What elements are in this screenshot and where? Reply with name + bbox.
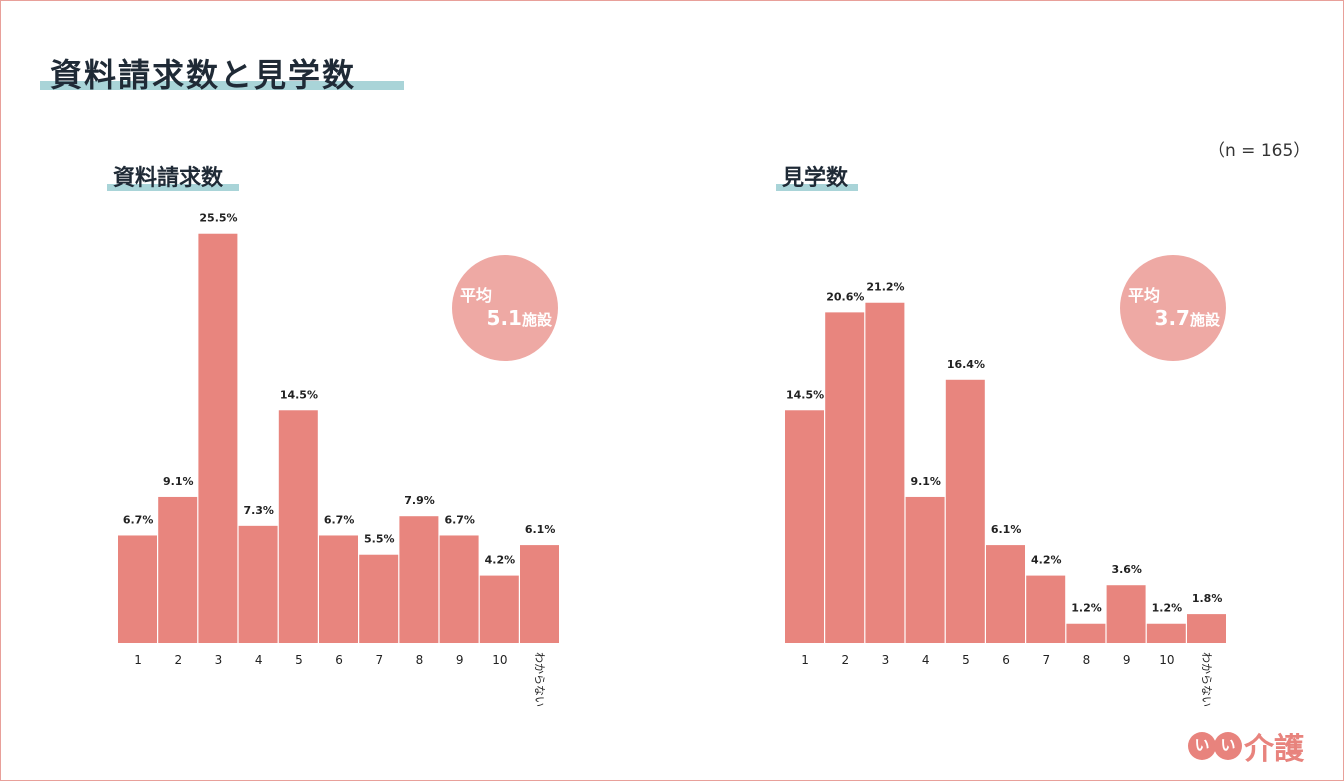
chart-1-bar-5 — [278, 410, 318, 643]
chart-2-value-label-5: 16.4% — [947, 358, 985, 371]
chart-2-tick-label-9: 9 — [1123, 653, 1131, 667]
chart-1-tick-label-2: 2 — [174, 653, 182, 667]
chart-2-value-label-2: 20.6% — [826, 290, 864, 303]
chart-1-average-unit: 施設 — [521, 311, 552, 329]
chart-2-average-label: 平均 — [1128, 286, 1161, 305]
chart-1-bar-7 — [359, 554, 399, 643]
chart-2-bar-10 — [1146, 623, 1186, 643]
chart-1-value-label-1: 6.7% — [123, 513, 154, 526]
chart-1-average-number: 5.1 — [486, 306, 522, 330]
chart-1-bar-11 — [520, 545, 559, 643]
chart-1-value-label-2: 9.1% — [163, 475, 194, 488]
chart-2-value-label-11: 1.8% — [1192, 592, 1223, 605]
logo-text: 介護 — [1244, 732, 1304, 767]
chart-1-value-label-6: 6.7% — [324, 513, 355, 526]
chart-2-bar-4 — [905, 496, 945, 643]
chart-1-bar-1 — [118, 535, 157, 643]
chart-2-value-label-4: 9.1% — [910, 475, 941, 488]
chart-2-title-text: 見学数 — [782, 166, 849, 191]
chart-1-bar-6 — [319, 535, 358, 643]
chart-1-title-underline — [107, 184, 239, 191]
chart-2-bar-8 — [1066, 623, 1106, 643]
chart-1-tick-label-8: 8 — [416, 653, 424, 667]
chart-1-value-label-8: 7.9% — [404, 494, 435, 507]
chart-1-tick-label-3: 3 — [215, 653, 223, 667]
title-underline — [40, 81, 404, 90]
chart-1-bar-4 — [238, 525, 278, 643]
chart-2-bar-3 — [865, 302, 905, 643]
chart-1-tick-label-11: わからない — [533, 652, 546, 707]
chart-2-bar-11 — [1187, 614, 1226, 643]
chart-2-value-label-10: 1.2% — [1152, 602, 1183, 615]
chart-1-tick-label-5: 5 — [295, 653, 303, 667]
chart-2-tick-label-8: 8 — [1083, 653, 1091, 667]
chart-1-title-text: 資料請求数 — [113, 166, 224, 191]
chart-1-value-label-7: 5.5% — [364, 533, 395, 546]
chart-1-value-label-10: 4.2% — [485, 554, 516, 567]
chart-2-average-number: 3.7 — [1154, 306, 1190, 330]
chart-2-tick-label-2: 2 — [841, 653, 849, 667]
chart-1-value-label-5: 14.5% — [280, 388, 318, 401]
chart-2-tick-label-7: 7 — [1042, 653, 1050, 667]
chart-2-value-label-6: 6.1% — [991, 523, 1022, 536]
chart-1-bar-10 — [479, 575, 519, 643]
chart-1-tick-label-10: 10 — [492, 653, 507, 667]
logo-circle-2: い — [1214, 732, 1242, 760]
chart-2-bar-6 — [986, 545, 1025, 643]
chart-1-tick-label-7: 7 — [375, 653, 383, 667]
chart-2-tick-label-5: 5 — [962, 653, 970, 667]
chart-2-value-label-7: 4.2% — [1031, 554, 1062, 567]
chart-2-bar-2 — [825, 312, 865, 643]
chart-1-tick-label-6: 6 — [335, 653, 343, 667]
chart-2-average-badge: 平均 3.7施設 — [1120, 255, 1226, 361]
chart-2-title: 見学数 — [776, 160, 858, 192]
chart-1-average-value: 5.1施設 — [487, 306, 552, 330]
chart-2-tick-label-3: 3 — [882, 653, 890, 667]
chart-1-bar-2 — [158, 496, 198, 643]
chart-2-tick-label-10: 10 — [1159, 653, 1174, 667]
logo-circle-1: い — [1188, 732, 1216, 760]
chart-2-bar-9 — [1106, 585, 1146, 643]
chart-1-value-label-9: 6.7% — [444, 513, 475, 526]
chart-2-average-unit: 施設 — [1189, 311, 1220, 329]
sample-size-label: （n = 165） — [1208, 141, 1311, 161]
chart-2-tick-label-11: わからない — [1200, 652, 1213, 707]
chart-2-tick-label-4: 4 — [922, 653, 930, 667]
chart-2-title-underline — [776, 184, 858, 191]
chart-1-value-label-3: 25.5% — [199, 212, 237, 225]
chart-2-value-label-1: 14.5% — [786, 388, 824, 401]
chart-2-bar-5 — [945, 379, 985, 643]
chart-1-average-label: 平均 — [460, 286, 493, 305]
page-title: 資料請求数と見学数 — [50, 56, 357, 94]
chart-2-value-label-3: 21.2% — [866, 281, 904, 294]
chart-2-bar-1 — [785, 410, 824, 643]
chart-2-tick-label-1: 1 — [801, 653, 809, 667]
chart-1-tick-label-4: 4 — [255, 653, 263, 667]
chart-1-value-label-11: 6.1% — [525, 523, 556, 536]
chart-2-value-label-8: 1.2% — [1071, 602, 1102, 615]
chart-1-title: 資料請求数 — [107, 160, 239, 192]
chart-2-bar-7 — [1026, 575, 1066, 643]
chart-2-tick-label-6: 6 — [1002, 653, 1010, 667]
chart-1-bar-9 — [439, 535, 479, 643]
chart-1-tick-label-1: 1 — [134, 653, 142, 667]
chart-2-average-value: 3.7施設 — [1155, 306, 1220, 330]
page-title-block: 資料請求数と見学数 — [40, 50, 404, 96]
chart-1-bar-3 — [198, 233, 238, 643]
chart-1-tick-label-9: 9 — [456, 653, 464, 667]
chart-1-average-badge: 平均 5.1施設 — [452, 255, 558, 361]
chart-1-bar-8 — [399, 516, 439, 643]
chart-2-value-label-9: 3.6% — [1111, 563, 1142, 576]
chart-1-value-label-4: 7.3% — [243, 504, 274, 517]
